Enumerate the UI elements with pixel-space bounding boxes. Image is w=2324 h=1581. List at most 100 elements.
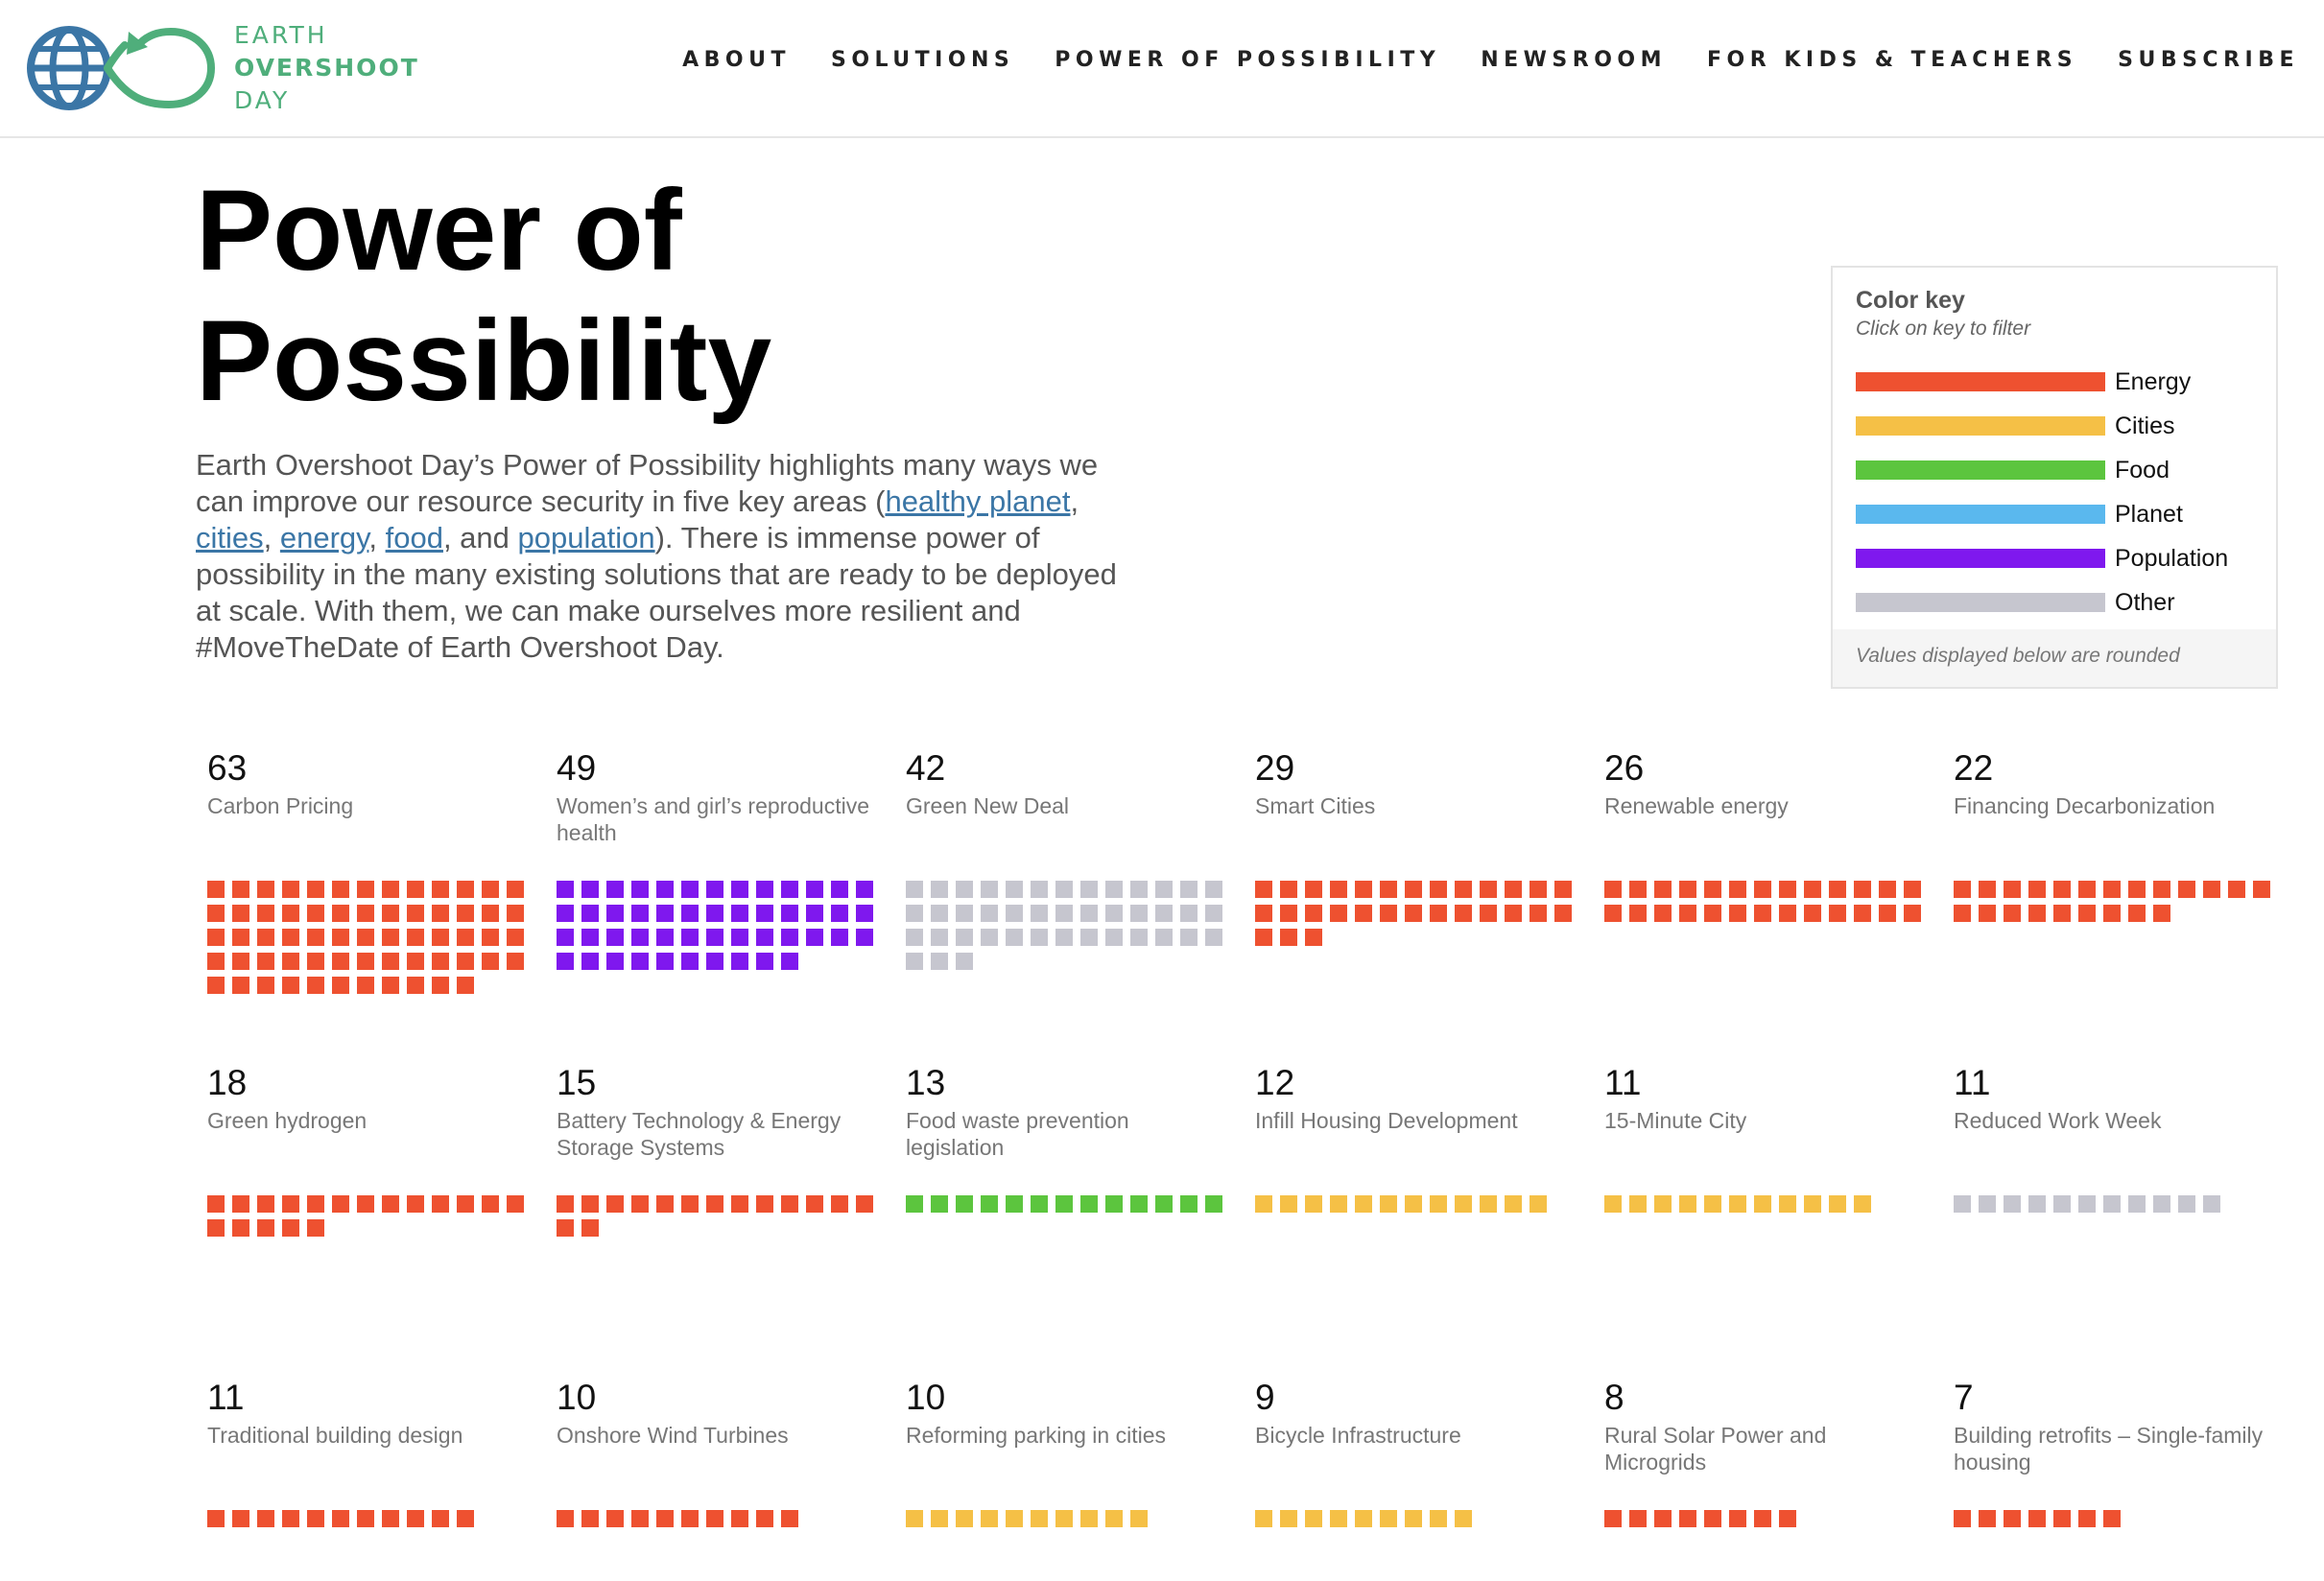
solution-unit-square [482,953,499,970]
link-healthy-planet[interactable]: healthy planet [885,484,1071,518]
solution-unit-square [2103,1510,2121,1527]
solution-unit-square [482,929,499,946]
solution-card[interactable]: 13 Food waste prevention legislation [906,1063,1232,1213]
solution-unit-square [681,905,699,922]
solution-unit-square [2004,881,2021,898]
solution-square-chart [207,1510,524,1527]
solution-unit-square [2103,905,2121,922]
solution-unit-square [706,905,723,922]
solution-card[interactable]: 10 Onshore Wind Turbines [557,1378,883,1527]
nav-power-of-possibility[interactable]: POWER OF POSSIBILITY [1055,48,1441,72]
solution-unit-square [656,1510,674,1527]
solution-card[interactable]: 49 Women’s and girl’s reproductive health [557,748,883,970]
solution-card[interactable]: 10 Reforming parking in cities [906,1378,1232,1527]
solution-card[interactable]: 22 Financing Decarbonization [1954,748,2280,922]
site-logo[interactable]: EARTH OVERSHOOT DAY [25,15,419,121]
color-key-item-energy[interactable]: Energy [1856,360,2228,404]
solution-unit-square [1455,881,1472,898]
solution-unit-square [282,1219,299,1237]
solution-unit-square [282,881,299,898]
solution-unit-square [457,977,474,994]
solution-card[interactable]: 26 Renewable energy [1604,748,1931,922]
solution-unit-square [2178,1195,2195,1213]
color-key-item-other[interactable]: Other [1856,580,2228,625]
solution-unit-square [806,881,823,898]
solution-unit-square [232,953,249,970]
solution-card[interactable]: 15 Battery Technology & Energy Storage Sy… [557,1063,883,1237]
solution-unit-square [606,1510,624,1527]
solution-unit-square [1280,881,1297,898]
solution-value: 11 [1954,1063,1991,1102]
solution-unit-square [781,905,798,922]
solution-card[interactable]: 12 Infill Housing Development [1255,1063,1581,1213]
solution-unit-square [1530,1195,1547,1213]
solution-unit-square [831,1195,848,1213]
solution-label: Renewable energy [1604,793,1789,818]
solution-card[interactable]: 18 Green hydrogen [207,1063,534,1237]
solution-unit-square [457,905,474,922]
solution-unit-square [1006,929,1023,946]
solution-unit-square [1704,1510,1721,1527]
color-key-item-planet[interactable]: Planet [1856,492,2228,536]
link-cities[interactable]: cities [196,521,264,555]
solution-unit-square [756,1195,773,1213]
solution-unit-square [1879,881,1896,898]
solution-unit-square [1779,905,1796,922]
solution-unit-square [2128,905,2146,922]
intro-sep: , and [442,521,518,555]
solution-unit-square [1505,905,1522,922]
solution-unit-square [457,1195,474,1213]
solution-unit-square [706,1195,723,1213]
solution-unit-square [332,905,349,922]
link-energy[interactable]: energy [279,521,369,555]
solution-unit-square [2053,881,2071,898]
solution-unit-square [706,929,723,946]
solution-card[interactable]: 63 Carbon Pricing [207,748,534,994]
solution-unit-square [507,929,524,946]
solution-card[interactable]: 7 Building retrofits – Single-family hous… [1954,1378,2280,1527]
solution-unit-square [1055,881,1073,898]
solution-card[interactable]: 11 15-Minute City [1604,1063,1931,1213]
nav-about[interactable]: ABOUT [682,48,791,72]
nav-subscribe[interactable]: SUBSCRIBE [2118,48,2299,72]
color-key-item-food[interactable]: Food [1856,448,2228,492]
solution-unit-square [1155,905,1173,922]
solution-unit-square [432,977,449,994]
solution-unit-square [1155,929,1173,946]
link-food[interactable]: food [385,521,443,555]
solution-unit-square [1305,1195,1322,1213]
solution-unit-square [357,1195,374,1213]
solution-square-chart [1954,1510,2270,1527]
solution-unit-square [1255,1195,1272,1213]
nav-solutions[interactable]: SOLUTIONS [830,48,1015,72]
solution-value: 10 [557,1378,597,1417]
solution-unit-square [1455,905,1472,922]
solution-card[interactable]: 8 Rural Solar Power and Microgrids [1604,1378,1931,1527]
solution-unit-square [931,929,948,946]
solution-unit-square [1105,881,1123,898]
solution-card[interactable]: 11 Reduced Work Week [1954,1063,2280,1213]
color-key-item-cities[interactable]: Cities [1856,404,2228,448]
solution-unit-square [1729,881,1746,898]
solution-unit-square [931,905,948,922]
link-population[interactable]: population [517,521,655,555]
solution-card[interactable]: 11 Traditional building design [207,1378,534,1527]
solution-card[interactable]: 42 Green New Deal [906,748,1232,970]
solution-unit-square [931,1195,948,1213]
solution-card[interactable]: 29 Smart Cities [1255,748,1581,946]
solution-unit-square [1679,905,1696,922]
solution-unit-square [2078,905,2096,922]
nav-newsroom[interactable]: NEWSROOM [1481,48,1667,72]
solution-unit-square [681,1195,699,1213]
solution-unit-square [1979,1195,1996,1213]
solution-unit-square [731,881,748,898]
solution-label: Bicycle Infrastructure [1255,1423,1461,1448]
nav-for-kids-teachers[interactable]: FOR KIDS & TEACHERS [1707,48,2078,72]
color-key-item-population[interactable]: Population [1856,536,2228,580]
solution-card[interactable]: 9 Bicycle Infrastructure [1255,1378,1581,1527]
solution-unit-square [1979,1510,1996,1527]
solution-unit-square [956,1195,973,1213]
solution-unit-square [557,1195,574,1213]
solution-value: 13 [906,1063,946,1102]
solution-square-chart [557,1510,873,1527]
